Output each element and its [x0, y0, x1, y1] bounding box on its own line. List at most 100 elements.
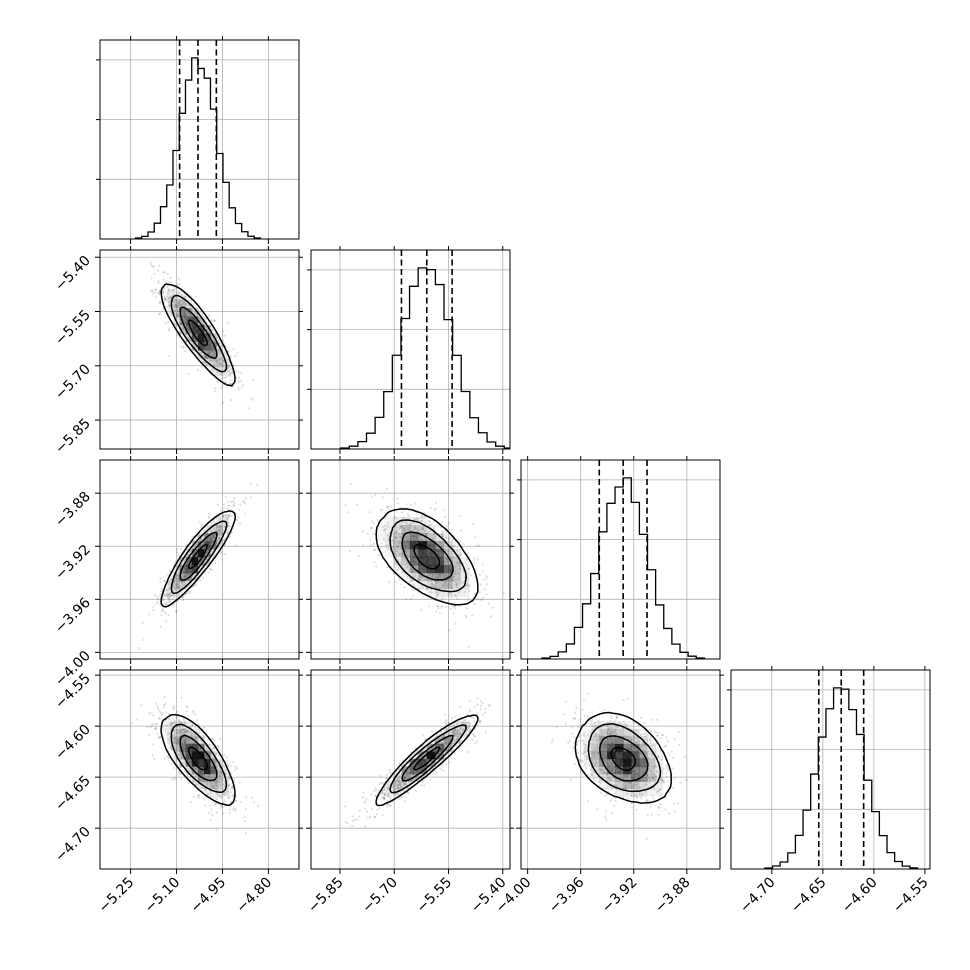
- sample-point: [223, 525, 226, 528]
- sample-point: [178, 720, 181, 723]
- sample-point: [192, 732, 195, 735]
- density-cell: [401, 773, 411, 782]
- sample-point: [215, 360, 218, 363]
- panel-frame: [310, 459, 511, 660]
- sample-point: [382, 782, 385, 785]
- sample-point: [243, 816, 246, 819]
- sample-point: [452, 575, 455, 578]
- sample-point: [398, 787, 401, 790]
- sample-point: [219, 771, 222, 774]
- sample-point: [243, 502, 247, 505]
- sample-point: [387, 789, 390, 792]
- sample-point: [167, 594, 170, 597]
- sample-point: [396, 793, 399, 796]
- sample-point: [167, 327, 171, 330]
- sample-point: [397, 540, 400, 544]
- sample-point: [216, 529, 219, 533]
- sample-point: [155, 288, 158, 291]
- sample-point: [213, 339, 216, 342]
- sample-point: [467, 589, 471, 593]
- density-cell: [401, 564, 411, 574]
- sample-point: [148, 734, 151, 737]
- sample-point: [137, 647, 140, 650]
- density-cell: [210, 350, 217, 359]
- density-cell: [185, 751, 193, 760]
- sample-point: [407, 514, 410, 518]
- sample-point: [454, 622, 457, 625]
- sample-point: [157, 279, 160, 282]
- density-cell: [198, 341, 205, 351]
- sample-point: [222, 812, 225, 815]
- sample-point: [167, 597, 170, 600]
- sample-point: [228, 374, 231, 377]
- sample-point: [181, 302, 184, 306]
- sample-point: [168, 582, 171, 586]
- sample-point: [164, 757, 167, 760]
- sample-point: [151, 289, 154, 292]
- sample-point: [210, 358, 213, 361]
- sample-point: [427, 519, 430, 523]
- sample-point: [441, 585, 444, 588]
- sample-point: [222, 359, 225, 362]
- sample-point: [435, 610, 438, 613]
- sample-point: [216, 779, 219, 783]
- sample-point: [374, 494, 377, 497]
- sample-point: [374, 815, 377, 819]
- sample-point: [229, 355, 233, 358]
- sample-point: [369, 539, 372, 542]
- sample-point: [218, 518, 221, 521]
- sample-point: [218, 780, 221, 783]
- sample-point: [387, 787, 390, 790]
- sample-point: [221, 515, 224, 518]
- density-cell: [204, 548, 211, 558]
- sample-point: [445, 537, 448, 540]
- sample-point: [218, 538, 221, 541]
- density-cell: [393, 533, 402, 542]
- sample-point: [454, 570, 457, 573]
- sample-point: [228, 783, 231, 787]
- sample-point: [419, 576, 422, 579]
- sample-point: [187, 372, 190, 375]
- sample-point: [188, 337, 191, 340]
- sample-point: [232, 793, 235, 796]
- histogram-panel-0: [96, 36, 300, 244]
- density-cell: [191, 548, 199, 558]
- sample-point: [403, 782, 406, 785]
- sample-point: [394, 536, 397, 539]
- sample-point: [443, 756, 446, 759]
- sample-point: [389, 805, 392, 808]
- sample-point: [202, 361, 205, 364]
- sample-point: [165, 589, 168, 592]
- density-cell: [418, 525, 428, 534]
- sample-point: [168, 586, 171, 589]
- sample-point: [175, 715, 178, 718]
- sample-point: [190, 340, 193, 343]
- sample-point: [479, 704, 482, 708]
- sample-point: [343, 805, 347, 808]
- y-tick-label: −4.60: [52, 722, 94, 764]
- sample-point: [181, 293, 184, 296]
- sample-point: [462, 543, 465, 546]
- sample-point: [186, 730, 189, 733]
- sample-point: [404, 781, 408, 784]
- sample-point: [176, 313, 179, 316]
- sample-point: [425, 587, 428, 590]
- density-cell: [191, 540, 199, 550]
- sample-point: [211, 737, 214, 741]
- sample-point: [431, 583, 434, 586]
- density-cell: [443, 751, 453, 760]
- sample-point: [221, 401, 225, 404]
- sample-point: [225, 516, 228, 520]
- sample-point: [383, 797, 386, 800]
- sample-point: [364, 825, 367, 828]
- sample-point: [166, 733, 169, 736]
- sample-point: [229, 382, 232, 385]
- sample-point: [167, 713, 170, 716]
- sample-point: [177, 310, 180, 313]
- sample-point: [399, 524, 402, 528]
- density-cell: [198, 728, 205, 737]
- sample-point: [152, 714, 155, 717]
- sample-point: [171, 593, 174, 596]
- sample-point: [152, 265, 155, 268]
- sample-point: [218, 774, 221, 777]
